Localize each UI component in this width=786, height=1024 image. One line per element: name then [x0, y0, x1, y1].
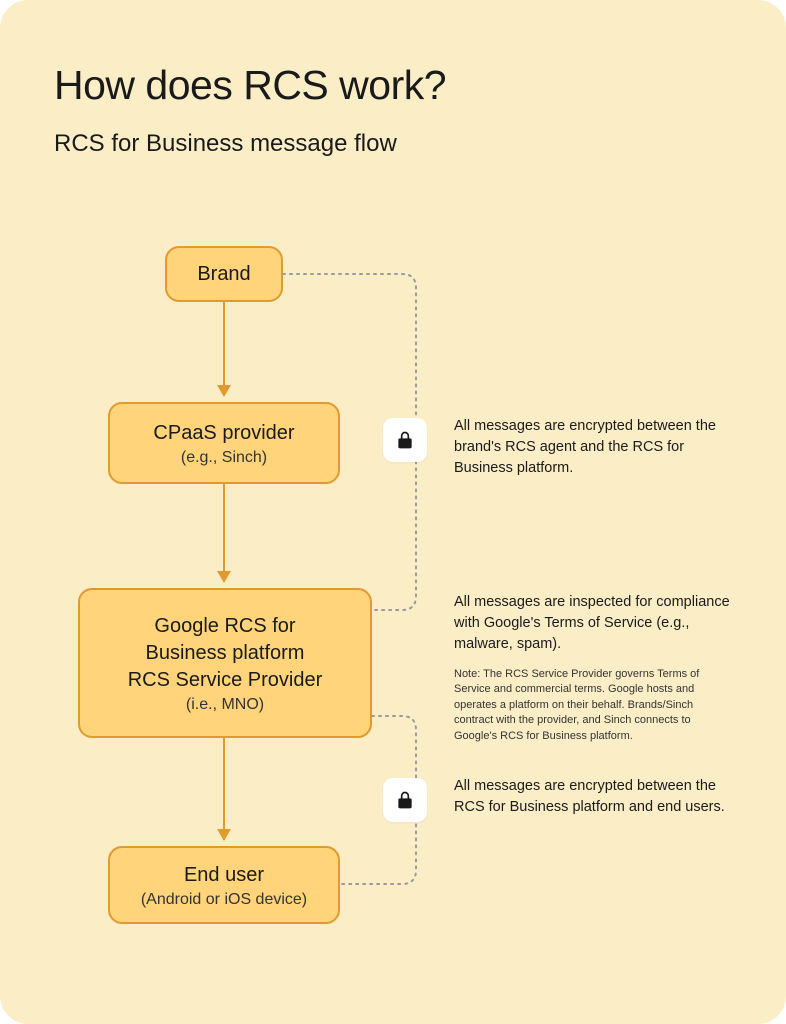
node-enduser: End user (Android or iOS device) [108, 846, 340, 924]
annotation-text: All messages are inspected for complianc… [454, 592, 734, 655]
node-google: Google RCS for Business platform RCS Ser… [78, 588, 372, 738]
node-label: Brand [197, 261, 250, 288]
diagram-canvas: How does RCS work? RCS for Business mess… [0, 0, 786, 1024]
node-sublabel: (e.g., Sinch) [181, 449, 267, 467]
lock-icon [383, 778, 427, 822]
arrow-cpaas-google [223, 484, 225, 582]
lock-icon [383, 418, 427, 462]
annotation-encryption-2: All messages are encrypted between the R… [454, 776, 734, 818]
node-brand: Brand [165, 246, 283, 302]
node-label: CPaaS provider [153, 420, 294, 447]
node-label: Google RCS for Business platform RCS Ser… [128, 613, 323, 694]
page-subtitle: RCS for Business message flow [54, 130, 397, 158]
annotation-note: Note: The RCS Service Provider governs T… [454, 667, 734, 744]
arrow-google-enduser [223, 738, 225, 840]
node-sublabel: (i.e., MNO) [186, 696, 264, 714]
arrow-brand-cpaas [223, 302, 225, 396]
node-cpaas: CPaaS provider (e.g., Sinch) [108, 402, 340, 484]
node-sublabel: (Android or iOS device) [141, 891, 307, 909]
page-title: How does RCS work? [54, 62, 446, 109]
annotation-encryption-1: All messages are encrypted between the b… [454, 416, 734, 479]
node-label: End user [184, 862, 264, 889]
annotation-compliance: All messages are inspected for complianc… [454, 592, 734, 744]
